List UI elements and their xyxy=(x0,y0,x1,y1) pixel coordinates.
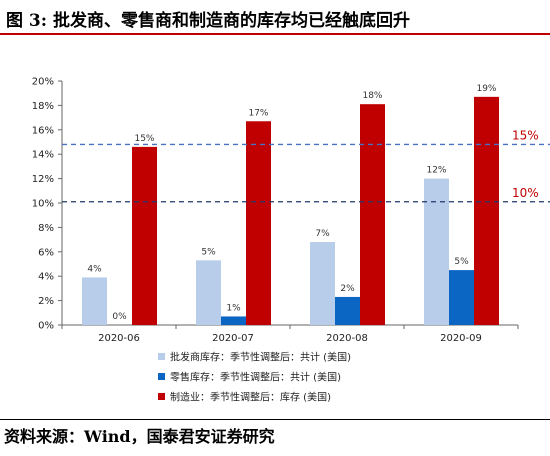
data-label: 17% xyxy=(248,108,268,118)
legend-label: 批发商库存：季节性调整后：共计 (美国) xyxy=(170,351,351,364)
data-label: 15% xyxy=(134,134,154,144)
legend-swatch xyxy=(158,373,165,380)
bar-series-3 xyxy=(246,121,271,325)
x-tick-label: 2020-08 xyxy=(326,333,368,344)
title-rule xyxy=(0,33,550,35)
y-tick-label: 16% xyxy=(32,125,54,136)
data-label: 4% xyxy=(87,264,102,274)
source-rule xyxy=(0,419,550,420)
bar-series-2 xyxy=(449,270,474,325)
chart-bars: 4% 5% 7% 12% 0% 1% 2% 5% 15% 17% 18% 19% xyxy=(82,84,499,326)
legend-label: 零售库存：季节性调整后：共计 (美国) xyxy=(170,371,341,384)
bar-chart: 0% 2% 4% 6% 8% 10% 12% 14% 16% 18% 20% 2020-06 2020-… xyxy=(32,77,550,404)
y-tick-label: 2% xyxy=(38,296,54,307)
x-tick-label: 2020-07 xyxy=(212,333,254,344)
y-tick-label: 10% xyxy=(32,199,54,210)
data-label: 7% xyxy=(315,229,330,239)
x-tick-label: 2020-09 xyxy=(440,333,482,344)
bar-series-1 xyxy=(196,260,221,325)
data-label: 1% xyxy=(226,303,241,313)
data-label: 0% xyxy=(112,312,127,322)
bar-series-3 xyxy=(132,146,157,325)
y-tick-label: 14% xyxy=(32,150,54,161)
y-tick-label: 4% xyxy=(38,272,54,283)
y-tick-label: 12% xyxy=(32,174,54,185)
y-tick-label: 6% xyxy=(38,247,54,258)
bar-series-1 xyxy=(82,277,107,325)
chart-axes: 0% 2% 4% 6% 8% 10% 12% 14% 16% 18% 20% 2020-06 2020-… xyxy=(32,77,519,344)
data-label: 18% xyxy=(362,91,382,101)
bar-series-2 xyxy=(221,316,246,325)
legend-label: 制造业：季节性调整后：库存 (美国) xyxy=(170,391,331,404)
data-label: 2% xyxy=(340,284,355,294)
reference-line-label: 15% xyxy=(512,128,539,142)
data-label: 5% xyxy=(201,247,216,257)
bar-series-2 xyxy=(335,296,360,325)
reference-lines: 15% 10% xyxy=(62,128,550,203)
bar-series-1 xyxy=(424,178,449,325)
bar-series-3 xyxy=(474,96,499,325)
data-label: 5% xyxy=(454,257,469,267)
reference-line-label: 10% xyxy=(512,186,539,200)
data-label: 19% xyxy=(476,84,496,94)
legend-swatch xyxy=(158,353,165,360)
legend-swatch xyxy=(158,393,165,400)
y-tick-label: 8% xyxy=(38,223,54,234)
data-label: 12% xyxy=(426,166,446,176)
x-tick-label: 2020-06 xyxy=(98,333,140,344)
figure-title: 图 3: 批发商、零售商和制造商的库存均已经触底回升 xyxy=(6,11,410,31)
bar-series-3 xyxy=(360,104,385,326)
y-tick-label: 20% xyxy=(32,77,54,88)
y-tick-label: 0% xyxy=(38,321,54,332)
chart-legend: 批发商库存：季节性调整后：共计 (美国) 零售库存：季节性调整后：共计 (美国) 制… xyxy=(158,351,351,404)
source-note: 资料来源：Wind，国泰君安证券研究 xyxy=(4,427,275,446)
bar-series-1 xyxy=(310,242,335,325)
y-tick-label: 18% xyxy=(32,101,54,112)
